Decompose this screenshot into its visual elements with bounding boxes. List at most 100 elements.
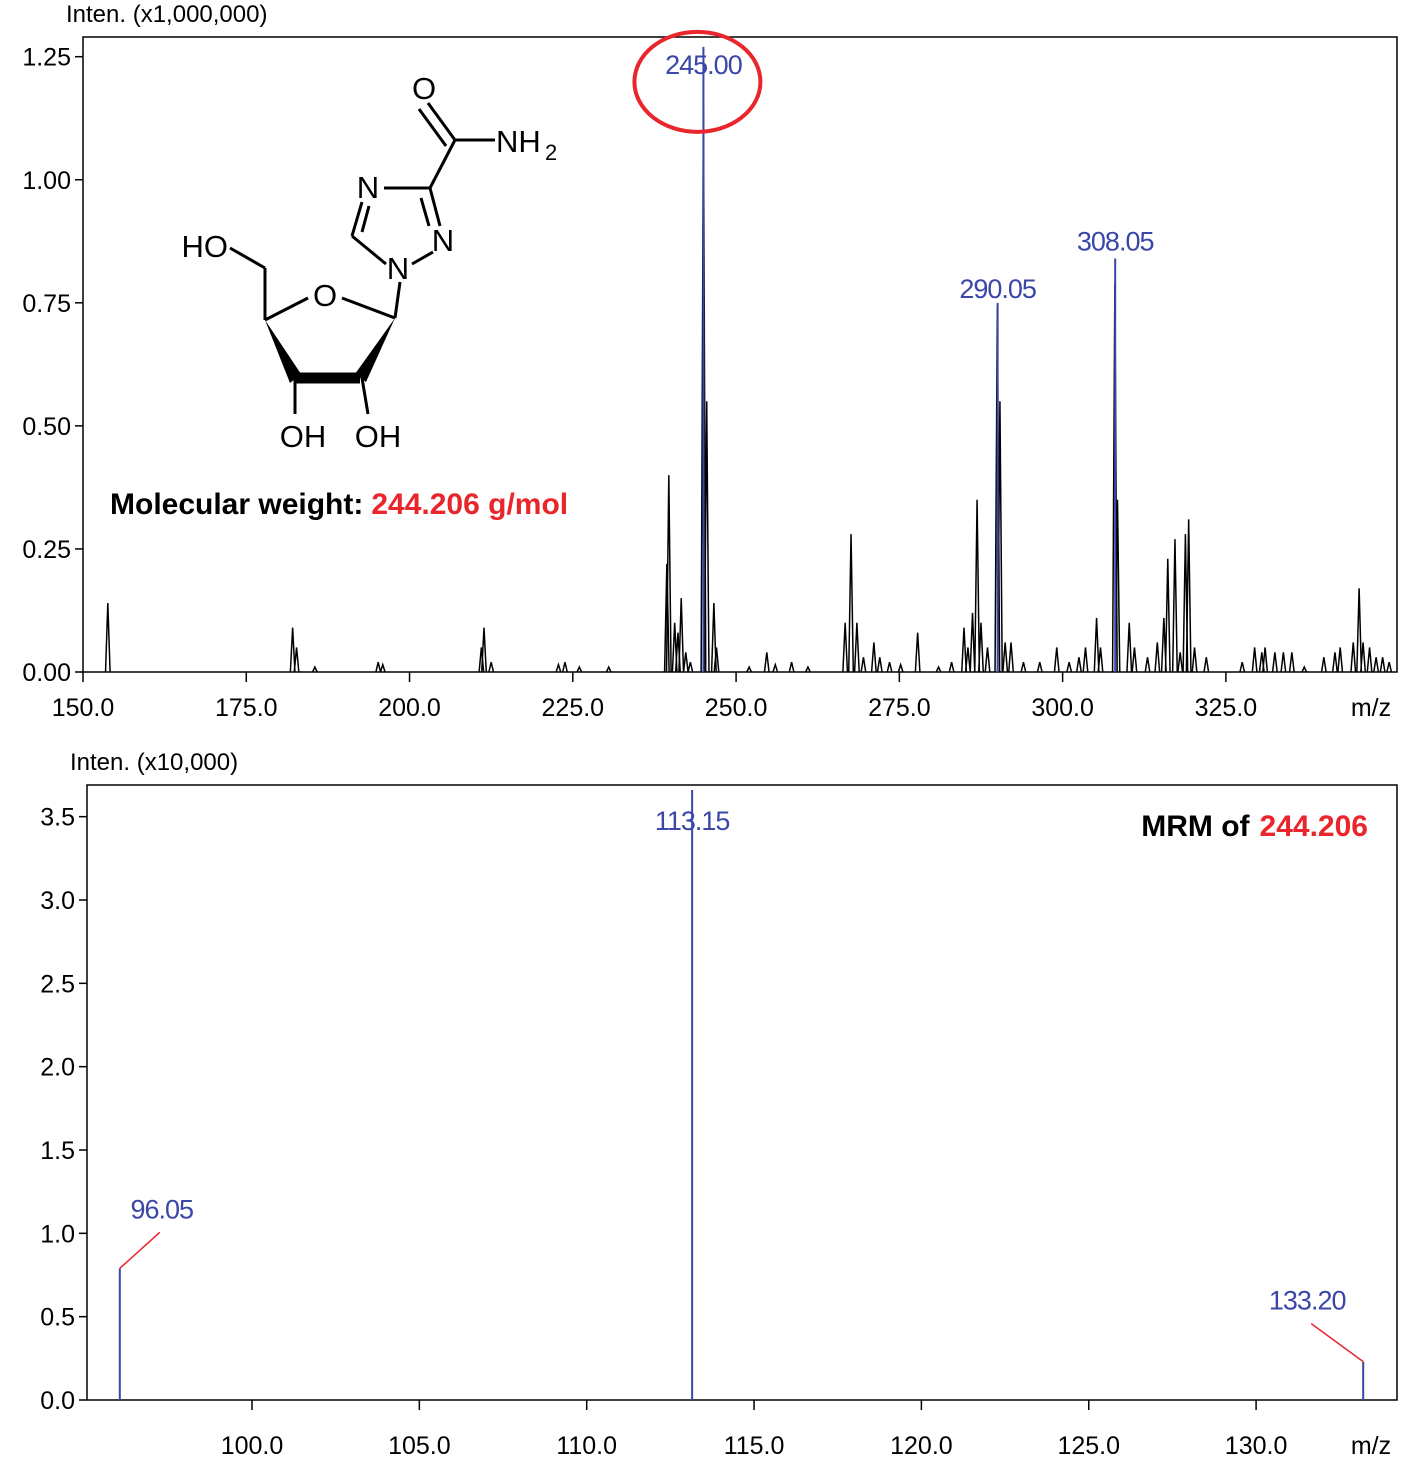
profile-peak <box>842 622 849 673</box>
bond <box>264 296 309 322</box>
y-tick-label: 1.00 <box>22 167 71 195</box>
wedge <box>355 318 395 382</box>
bond <box>350 201 364 237</box>
profile-peak <box>665 475 672 673</box>
bond <box>417 108 448 147</box>
profile-peak <box>375 661 382 673</box>
y-tick-label: 1.5 <box>40 1137 75 1165</box>
peak-label: 133.20 <box>1269 1286 1346 1316</box>
profile-peak <box>763 652 770 673</box>
profile-peak <box>1164 558 1171 673</box>
profile-peak <box>293 647 300 673</box>
profile-peak <box>710 603 717 673</box>
profile-peak <box>860 657 867 673</box>
y-tick-label: 0.00 <box>22 659 71 687</box>
bond <box>341 296 396 320</box>
x-tick-label: 275.0 <box>868 694 931 722</box>
profile-peak <box>1097 647 1104 673</box>
annotation-value: 244.206 <box>1260 810 1368 843</box>
profile-peak <box>1082 647 1089 673</box>
wedge <box>265 320 301 383</box>
highlight-circle <box>632 29 763 134</box>
profile-peak <box>1360 642 1367 673</box>
profile-peak <box>663 563 670 673</box>
profile-peak <box>1301 665 1308 673</box>
profile-peak <box>886 661 893 673</box>
profile-peak <box>1373 657 1380 673</box>
leader-line <box>1310 1323 1364 1363</box>
annotation-value: 244.206 g/mol <box>371 488 568 521</box>
profile-peak <box>1320 657 1327 673</box>
profile-peak <box>478 647 485 673</box>
atom: 2 <box>545 140 557 165</box>
atom: HO <box>182 229 229 264</box>
atom: O <box>412 71 436 106</box>
profile-peak <box>1239 661 1246 673</box>
x-tick-label: 200.0 <box>378 694 441 722</box>
x-tick-label: 110.0 <box>556 1432 617 1460</box>
profile-peak <box>847 534 855 673</box>
y-tick-label: 2.0 <box>40 1054 75 1082</box>
profile-peak <box>687 661 694 673</box>
profile-peak <box>1366 647 1373 673</box>
profile-peak <box>870 642 877 673</box>
profile-peak <box>1144 657 1151 673</box>
x-tick-label: 100.0 <box>221 1432 284 1460</box>
profile-peak <box>897 662 904 673</box>
y-tick-label: 0.75 <box>22 290 71 318</box>
profile-peak <box>1203 657 1210 673</box>
profile-peak <box>488 661 495 673</box>
profile-peak <box>678 598 685 673</box>
profile-peak <box>1053 647 1060 673</box>
profile-peak <box>853 622 860 673</box>
profile-peak <box>1262 647 1269 673</box>
profile-peak <box>1093 617 1100 673</box>
x-tick-label: 250.0 <box>705 694 768 722</box>
profile-peak <box>984 647 991 673</box>
profile-peak <box>964 647 971 673</box>
bond <box>428 139 457 189</box>
profile-peak <box>682 652 689 673</box>
atom: OH <box>355 419 402 454</box>
annotation-label: MRM of <box>1141 810 1250 843</box>
y-tick-label: 0.0 <box>40 1387 75 1415</box>
profile-peak <box>1331 652 1338 673</box>
plot-frame <box>82 36 1398 673</box>
y-tick-label: 0.25 <box>22 536 71 564</box>
profile-peak <box>379 662 386 673</box>
profile-peak <box>1036 661 1043 673</box>
profile-peak <box>289 627 296 673</box>
bond <box>411 250 434 266</box>
profile-peak <box>1002 642 1009 673</box>
profile-peak <box>1280 652 1287 673</box>
bond <box>360 377 370 415</box>
profile-peak <box>1386 661 1393 673</box>
y-axis-label: Inten. (x10,000) <box>70 749 238 776</box>
profile-peak <box>555 662 562 673</box>
profile-peak <box>576 665 583 673</box>
profile-peak <box>876 657 883 673</box>
x-tick-label: 175.0 <box>215 694 278 722</box>
x-tick-label: 325.0 <box>1195 694 1258 722</box>
profile-peak <box>104 603 111 673</box>
x-tick-label: 120.0 <box>890 1432 953 1460</box>
profile-peak <box>1251 647 1258 673</box>
x-tick-label: 115.0 <box>724 1432 785 1460</box>
profile-peak <box>804 665 811 673</box>
bond <box>229 246 266 270</box>
profile-peak <box>969 612 976 673</box>
y-tick-label: 1.25 <box>22 44 71 72</box>
y-tick-label: 0.5 <box>40 1304 75 1332</box>
profile-peak <box>977 622 985 673</box>
y-tick-label: 3.0 <box>40 887 75 915</box>
y-tick-label: 1.0 <box>40 1220 75 1248</box>
profile-peak <box>561 661 568 673</box>
profile-peak <box>914 632 921 673</box>
atom: N <box>432 223 454 258</box>
profile-peak <box>1191 647 1198 673</box>
x-axis-label: m/z <box>1351 1432 1391 1460</box>
profile-peak <box>1177 652 1184 673</box>
profile-peak <box>974 499 981 673</box>
profile-peak <box>960 627 968 673</box>
